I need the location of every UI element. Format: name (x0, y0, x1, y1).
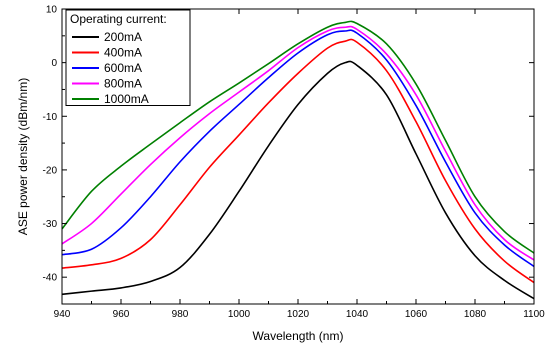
series-line-200mA (61, 60, 535, 300)
x-tick-label-980: 980 (172, 309, 189, 320)
axis-tick-labels: 940 960 980 1000 1020 1040 1060 1080 1100 -40 -30 -… (43, 5, 546, 321)
legend-title: Operating current: (70, 12, 167, 26)
legend-label-600mA: 600mA (104, 61, 142, 75)
y-tick-label-10: 10 (46, 5, 58, 16)
x-tick-label-1000: 1000 (228, 309, 251, 320)
y-tick-label--10: -10 (43, 112, 58, 123)
axis-ticks (61, 8, 535, 304)
y-tick-label-0: 0 (51, 58, 57, 69)
y-tick-label--40: -40 (43, 273, 58, 284)
x-tick-label-1040: 1040 (346, 309, 369, 320)
series-line-600mA (61, 29, 535, 268)
x-tick-label-1100: 1100 (523, 309, 545, 320)
legend-label-800mA: 800mA (104, 77, 142, 91)
series-line-800mA (61, 25, 535, 261)
x-tick-label-1080: 1080 (464, 309, 487, 320)
legend-box (65, 9, 191, 106)
y-axis-title: ASE power density (dBm/nm) (16, 78, 30, 235)
legend-label-1000mA: 1000mA (104, 92, 149, 106)
legend-label-400mA: 400mA (104, 46, 142, 60)
plot-curves (61, 20, 535, 300)
x-axis-title: Wavelength (nm) (253, 329, 344, 343)
series-line-1000mA (61, 20, 535, 254)
series-line-400mA (61, 38, 535, 284)
y-tick-label--30: -30 (43, 219, 58, 230)
x-tick-label-1020: 1020 (287, 309, 310, 320)
x-tick-label-960: 960 (113, 309, 130, 320)
x-tick-label-940: 940 (54, 309, 71, 320)
x-tick-label-1060: 1060 (405, 309, 428, 320)
legend-label-200mA: 200mA (104, 30, 142, 44)
y-tick-label--20: -20 (43, 165, 58, 176)
